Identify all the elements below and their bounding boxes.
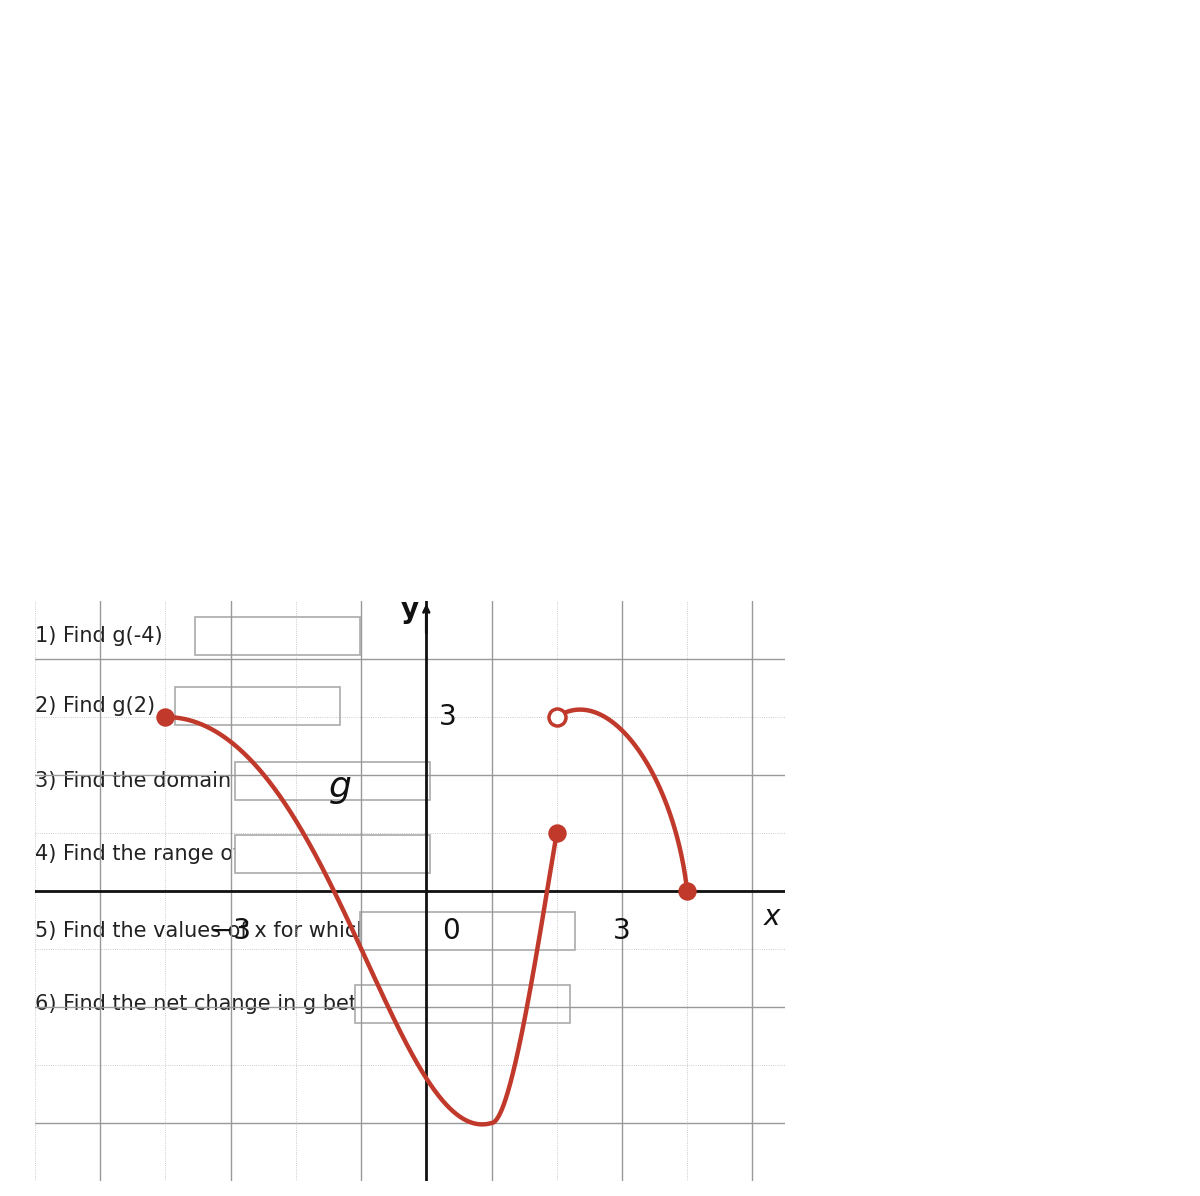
Text: 4) Find the range of g: 4) Find the range of g [35, 844, 260, 864]
Bar [235, 762, 430, 800]
Text: 3: 3 [439, 703, 457, 731]
Text: −3: −3 [210, 917, 251, 945]
Point [547, 823, 566, 842]
Bar [194, 617, 360, 655]
Text: 0: 0 [443, 917, 461, 945]
Text: 2) Find g(2): 2) Find g(2) [35, 696, 155, 716]
Text: 5) Find the values of x for which g(x)=3: 5) Find the values of x for which g(x)=3 [35, 921, 449, 941]
Bar [175, 687, 340, 725]
Text: 1) Find g(-4): 1) Find g(-4) [35, 626, 163, 646]
Text: g: g [329, 769, 352, 804]
Bar [355, 986, 570, 1023]
Point [156, 707, 175, 726]
Point [678, 881, 697, 901]
Text: 3) Find the domain of g: 3) Find the domain of g [35, 771, 277, 791]
Text: 6) Find the net change in g between x=-1 and x=2: 6) Find the net change in g between x=-1… [35, 994, 566, 1014]
Bar [360, 913, 575, 950]
Bar [235, 835, 430, 873]
Text: x: x [763, 903, 780, 932]
Text: y: y [401, 596, 419, 623]
Point [547, 707, 566, 726]
Text: 3: 3 [613, 917, 631, 945]
